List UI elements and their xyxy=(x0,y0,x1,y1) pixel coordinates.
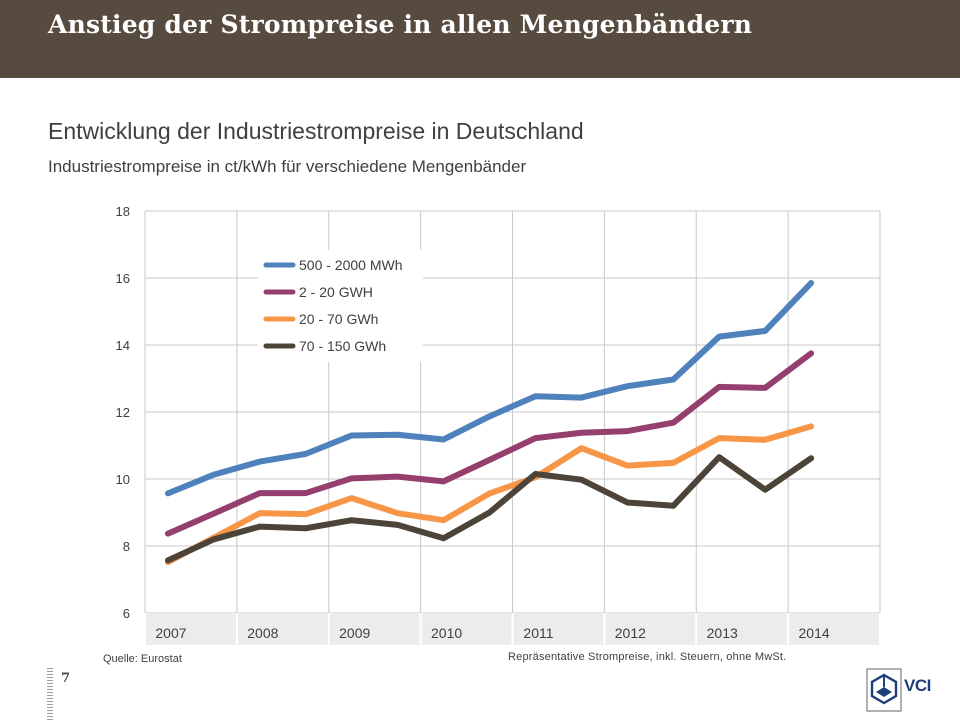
legend-label: 500 - 2000 MWh xyxy=(299,257,403,273)
x-tick-label: 2008 xyxy=(247,625,278,641)
legend-box xyxy=(258,250,423,362)
x-tick-label: 2012 xyxy=(615,625,646,641)
price-note: Repräsentative Strompreise, inkl. Steuer… xyxy=(508,651,787,663)
header-bar: Anstieg der Strompreise in allen Mengenb… xyxy=(0,0,960,78)
source-note: Quelle: Eurostat xyxy=(103,653,182,665)
y-tick-label: 6 xyxy=(123,606,130,621)
x-tick-label: 2011 xyxy=(523,625,553,641)
page-divider xyxy=(47,668,53,720)
series-line xyxy=(164,280,815,497)
y-tick-label: 8 xyxy=(123,539,130,554)
legend-label: 20 - 70 GWh xyxy=(299,311,378,327)
chart-title: Entwicklung der Industriestrompreise in … xyxy=(48,118,584,144)
y-tick-label: 18 xyxy=(116,204,130,219)
y-tick-label: 10 xyxy=(116,472,130,487)
chart-subtitle: Industriestrompreise in ct/kWh für versc… xyxy=(48,157,527,176)
y-tick-label: 12 xyxy=(116,405,130,420)
legend-label: 2 - 20 GWH xyxy=(299,284,373,300)
x-tick-label: 2009 xyxy=(339,625,370,641)
slide-title: Anstieg der Strompreise in allen Mengenb… xyxy=(48,10,753,39)
vci-logo-text: VCI xyxy=(904,676,931,695)
series-line xyxy=(164,454,815,564)
series-line xyxy=(164,423,815,566)
page-number: 7 xyxy=(61,671,71,686)
vci-logo: VCI xyxy=(866,668,936,714)
x-tick-label: 2007 xyxy=(155,625,186,641)
vci-logo-icon xyxy=(866,668,902,712)
legend-label: 70 - 150 GWh xyxy=(299,338,386,354)
x-tick-label: 2013 xyxy=(707,625,738,641)
x-tick-label: 2010 xyxy=(431,625,462,641)
y-tick-label: 16 xyxy=(116,271,130,286)
y-tick-label: 14 xyxy=(116,338,130,353)
x-tick-label: 2014 xyxy=(799,625,830,641)
series-line xyxy=(164,350,815,537)
